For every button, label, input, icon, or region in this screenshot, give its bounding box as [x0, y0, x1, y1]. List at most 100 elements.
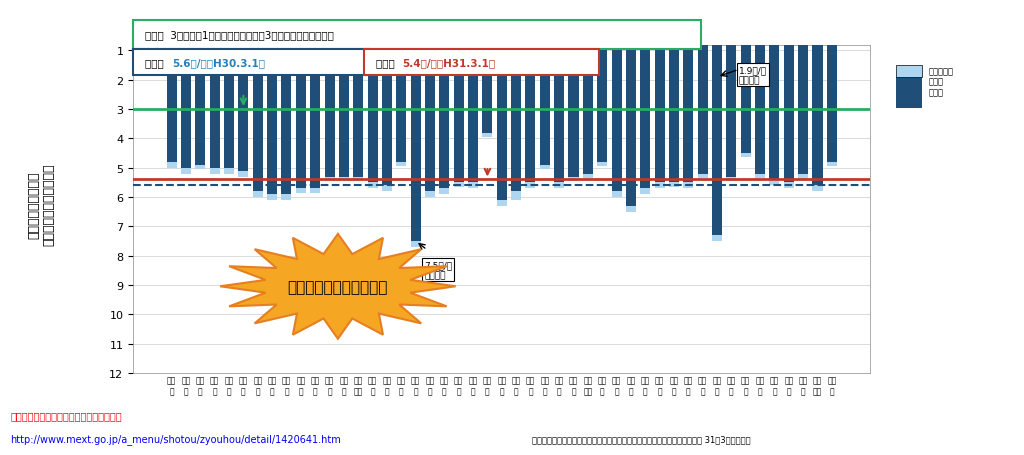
Text: 目標値  3クラスに1クラス分程度　（第3期教育振興基本計画）: 目標値 3クラスに1クラス分程度 （第3期教育振興基本計画）	[145, 30, 334, 40]
Bar	[697, 22, 708, 174]
Bar	[597, 162, 607, 167]
Bar	[669, 183, 679, 187]
Bar	[654, 22, 665, 183]
Bar	[826, 22, 837, 162]
Bar	[296, 189, 306, 193]
Bar	[181, 22, 191, 168]
Bar	[253, 22, 263, 192]
Bar	[683, 22, 693, 183]
Text: 5.6人/台（H30.3.1）: 5.6人/台（H30.3.1）	[172, 58, 265, 68]
Bar	[769, 180, 779, 186]
Bar	[611, 192, 622, 197]
Bar	[726, 22, 736, 177]
Bar	[783, 183, 794, 189]
Text: 平均値: 平均値	[376, 58, 401, 68]
Bar	[181, 168, 191, 174]
Bar	[482, 22, 493, 133]
Text: 教育用コンピュータ
１台当たりの児童生徒数: 教育用コンピュータ １台当たりの児童生徒数	[27, 164, 55, 246]
Bar	[310, 189, 321, 193]
Text: 整備状況の地域差が顕著: 整備状況の地域差が顕著	[288, 279, 388, 294]
Bar	[482, 133, 493, 137]
Bar	[411, 242, 421, 248]
Bar	[540, 166, 550, 170]
Bar	[740, 22, 751, 154]
Bar	[411, 22, 421, 242]
Bar	[511, 192, 521, 201]
Bar	[611, 22, 622, 192]
FancyBboxPatch shape	[133, 20, 701, 50]
Bar	[712, 22, 722, 236]
Bar	[525, 22, 536, 183]
Bar	[798, 22, 808, 174]
FancyBboxPatch shape	[364, 50, 599, 76]
Bar	[468, 22, 478, 183]
Bar	[554, 183, 564, 189]
Bar	[669, 22, 679, 183]
Bar	[525, 183, 536, 189]
Bar	[224, 168, 234, 174]
Bar	[282, 22, 292, 195]
Bar	[439, 189, 450, 195]
Bar	[339, 177, 349, 182]
Bar	[439, 22, 450, 189]
Bar	[296, 22, 306, 189]
Bar	[568, 177, 579, 182]
Bar	[826, 162, 837, 167]
Bar	[540, 22, 550, 166]
Bar	[583, 22, 593, 174]
Text: ホームページでは全市町村別の状況を公開: ホームページでは全市町村別の状況を公開	[10, 410, 122, 420]
Bar	[210, 22, 220, 168]
Bar	[511, 22, 521, 192]
Bar	[468, 183, 478, 189]
Bar	[697, 174, 708, 179]
Bar	[224, 22, 234, 168]
Bar	[454, 183, 464, 187]
FancyBboxPatch shape	[896, 77, 922, 109]
Bar	[683, 183, 693, 189]
Bar	[267, 195, 278, 201]
Bar	[626, 22, 636, 207]
Bar	[382, 22, 392, 186]
Bar	[755, 22, 765, 174]
Bar	[554, 22, 564, 183]
Bar	[497, 22, 507, 201]
Bar	[368, 183, 378, 189]
Bar	[239, 22, 249, 171]
Bar	[196, 166, 206, 170]
FancyBboxPatch shape	[133, 50, 369, 76]
Bar	[253, 192, 263, 197]
Bar	[640, 22, 650, 189]
Bar	[368, 22, 378, 183]
Bar	[210, 168, 220, 174]
Bar	[310, 22, 321, 189]
Bar	[798, 174, 808, 180]
Text: (人/台): (人/台)	[142, 33, 165, 43]
Bar	[325, 22, 335, 177]
Text: 5.4人/台（H31.3.1）: 5.4人/台（H31.3.1）	[402, 58, 496, 68]
Bar	[712, 236, 722, 242]
Bar	[425, 192, 435, 197]
Bar	[654, 183, 665, 189]
Text: http://www.mext.go.jp/a_menu/shotou/zyouhou/detail/1420641.htm: http://www.mext.go.jp/a_menu/shotou/zyou…	[10, 433, 341, 444]
FancyBboxPatch shape	[896, 66, 922, 77]
Bar	[282, 195, 292, 201]
Bar	[497, 201, 507, 207]
Bar	[755, 174, 765, 179]
Bar	[783, 22, 794, 183]
Bar	[267, 22, 278, 195]
Bar	[382, 186, 392, 192]
Bar	[353, 22, 364, 177]
Bar	[396, 162, 407, 167]
Text: 1.9人/台
（最高）: 1.9人/台 （最高）	[738, 66, 767, 86]
Bar	[454, 22, 464, 183]
Bar	[196, 22, 206, 166]
Text: （出典：学校における教育の情報化の実態等に関する調査（確定値）（平成 31年3月現在））: （出典：学校における教育の情報化の実態等に関する調査（確定値）（平成 31年3月…	[532, 435, 752, 443]
Text: 前年度調査
からの
増加分: 前年度調査 からの 増加分	[929, 67, 953, 97]
Bar	[812, 22, 822, 186]
Text: 平均値: 平均値	[145, 58, 171, 68]
Bar	[396, 22, 407, 162]
Bar	[769, 22, 779, 180]
Bar	[597, 22, 607, 162]
Bar	[167, 162, 177, 168]
Bar	[568, 22, 579, 177]
